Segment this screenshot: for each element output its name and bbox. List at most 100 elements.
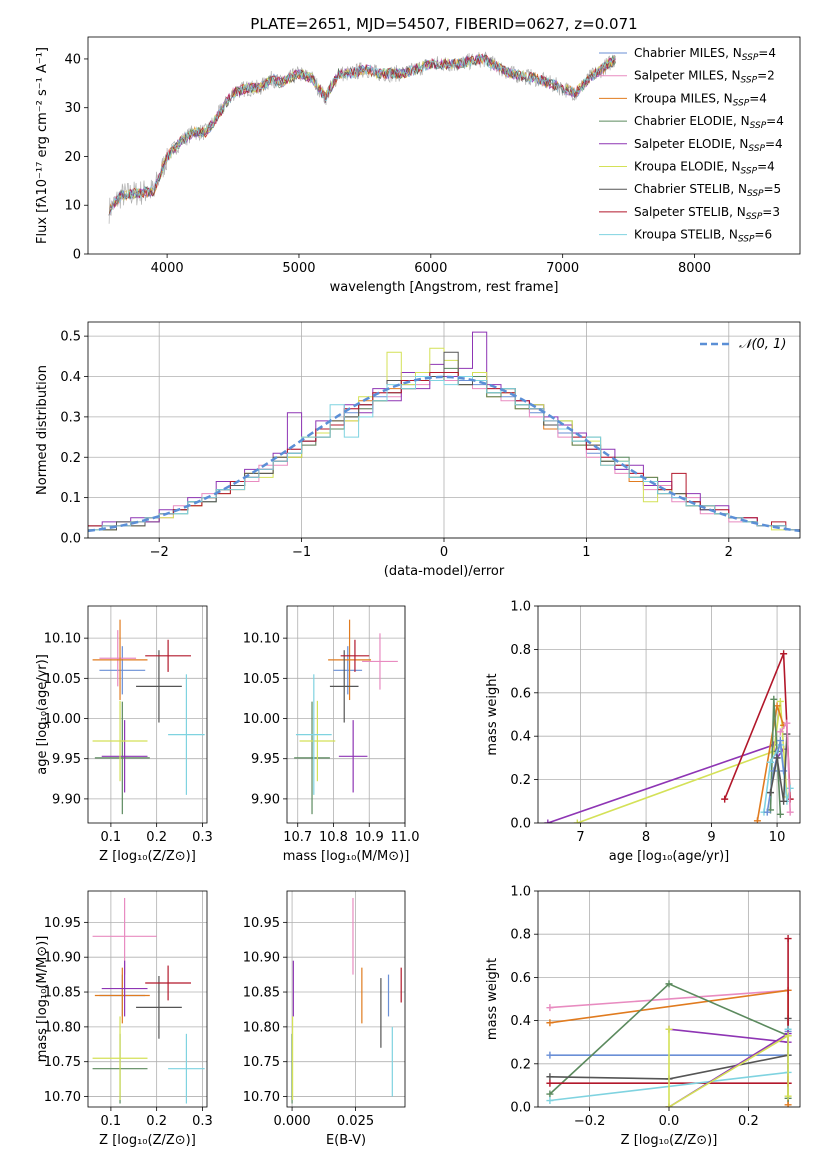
y-tick-label: 10 xyxy=(64,199,81,214)
x-tick-label: −0.2 xyxy=(574,1114,606,1129)
errorbar-point xyxy=(168,1033,205,1104)
y-tick-label: 10.10 xyxy=(243,632,280,647)
panel-mass-weight-vs-age: 7 8 9 10 0.0 0.2 0.4 0.6 0.8 1.0 age [log₁₀(age/yr… xyxy=(485,600,801,864)
plot-area xyxy=(92,897,205,1104)
x-tick-label: 0.1 xyxy=(101,1114,122,1129)
legend-entry: Kroupa ELODIE, NSSP=4 xyxy=(634,160,775,177)
plus-marker xyxy=(780,767,788,775)
errorbar-point xyxy=(168,674,205,795)
x-tick-label: 0.0 xyxy=(659,1114,680,1129)
weight-line xyxy=(577,701,788,823)
legend-entry: Kroupa STELIB, NSSP=6 xyxy=(634,228,772,245)
y-tick-label: 10.95 xyxy=(243,916,280,931)
errorbar-point xyxy=(101,960,148,1017)
weight-line xyxy=(769,699,782,815)
y-tick-label: 30 xyxy=(64,101,81,116)
y-tick-label: 10.95 xyxy=(44,916,81,931)
errorbar-point xyxy=(94,967,150,1024)
errorbar-point xyxy=(99,630,137,687)
errorbar-point xyxy=(328,619,372,701)
y-tick-label: 0.6 xyxy=(510,686,531,701)
panel-mass-vs-ebv: 0.000 0.025 10.70 10.75 10.80 10.85 10.90 10.95… xyxy=(243,890,406,1148)
errorbar-point xyxy=(329,650,359,723)
x-tick-label: 9 xyxy=(707,830,715,845)
gaussian-legend-label: 𝒩(0, 1) xyxy=(739,337,786,352)
y-tick-label: 10.10 xyxy=(44,632,81,647)
y-tick-label: 10.75 xyxy=(44,1055,81,1070)
plus-marker xyxy=(721,795,729,803)
plus-marker xyxy=(753,817,761,823)
plus-marker xyxy=(665,980,673,988)
legend-entry: Chabrier ELODIE, NSSP=4 xyxy=(634,114,784,131)
legend-entry: Salpeter MILES, NSSP=2 xyxy=(634,69,775,86)
model-spectrum xyxy=(108,53,616,216)
x-tick-label: 0.2 xyxy=(146,830,167,845)
plus-marker xyxy=(546,1019,554,1027)
y-tick-label: 9.90 xyxy=(52,792,81,807)
x-tick-label: 0.2 xyxy=(146,1114,167,1129)
weight-line xyxy=(668,1028,789,1107)
x-tick-label: −1 xyxy=(292,545,311,560)
x-tick-label: 1 xyxy=(582,545,590,560)
y-tick-label: 0 xyxy=(73,248,81,263)
panel-mass-vs-Z: 0.1 0.2 0.3 10.70 10.75 10.80 10.85 10.90 10.95 Z… xyxy=(35,890,213,1148)
plus-marker xyxy=(773,754,781,762)
plus-marker xyxy=(546,1097,554,1105)
y-tick-label: 0.6 xyxy=(510,971,531,986)
x-tick-label: 10.9 xyxy=(355,830,384,845)
errorbar-point xyxy=(92,700,148,782)
x-tick-label: 7 xyxy=(576,830,584,845)
panel-age-vs-Z: 0.1 0.2 0.3 9.90 9.95 10.00 10.05 10.10 Z [log₁₀… xyxy=(35,605,213,864)
y-tick-label: 10.90 xyxy=(44,951,81,966)
figure-title: PLATE=2651, MJD=54507, FIBERID=0627, z=0… xyxy=(250,15,637,33)
y-tick-label: 10.00 xyxy=(44,712,81,727)
x-tick-label: 4000 xyxy=(151,261,184,276)
plus-marker xyxy=(763,808,771,816)
plus-marker xyxy=(546,1051,554,1059)
plus-marker xyxy=(776,697,784,705)
axes-frame xyxy=(87,321,801,539)
plus-marker xyxy=(546,1090,554,1098)
legend-entry: Chabrier STELIB, NSSP=5 xyxy=(634,182,781,199)
x-tick-label: −2 xyxy=(150,545,169,560)
weight-line xyxy=(547,743,785,823)
axes-frame xyxy=(537,890,801,1108)
y-tick-label: 0.1 xyxy=(60,491,81,506)
errorbar-point xyxy=(340,639,370,672)
plus-marker xyxy=(776,737,784,745)
errorbar-point xyxy=(299,700,336,782)
y-tick-label: 0.0 xyxy=(60,532,81,547)
plot-area xyxy=(294,619,398,815)
x-tick-label: 2 xyxy=(725,545,733,560)
errorbar-point xyxy=(99,646,146,695)
y-tick-label: 0.4 xyxy=(510,730,531,745)
y-tick-label: 10.70 xyxy=(243,1090,280,1105)
plot-area xyxy=(544,650,794,823)
y-tick-label: 1.0 xyxy=(510,600,531,615)
x-axis-label: (data-model)/error xyxy=(384,564,505,579)
axes-frame xyxy=(87,605,208,824)
errorbar-point xyxy=(145,965,191,1001)
plus-marker xyxy=(770,695,778,703)
x-tick-label: 8000 xyxy=(678,261,711,276)
panels-group: 4000 5000 6000 7000 8000010203040wavelength … xyxy=(35,36,801,1148)
axes-frame xyxy=(286,605,406,824)
x-axis-label: Z [log₁₀(Z/Z⊙)] xyxy=(99,1133,196,1148)
x-tick-label: 10 xyxy=(769,830,786,845)
y-tick-label: 40 xyxy=(64,52,81,67)
errorbar-point xyxy=(295,674,332,795)
plus-marker xyxy=(776,728,784,736)
plot-area xyxy=(108,51,616,224)
y-tick-label: 10.90 xyxy=(243,951,280,966)
plus-marker xyxy=(780,650,788,658)
panel-age-vs-mass: 10.7 10.8 10.9 11.0 9.90 9.95 10.00 10.05 10.10 m… xyxy=(243,605,419,864)
plus-marker xyxy=(573,819,581,823)
y-tick-label: 0.0 xyxy=(510,817,531,832)
plus-marker xyxy=(784,1101,792,1107)
y-tick-label: 0.8 xyxy=(510,643,531,658)
legend-entry: Salpeter STELIB, NSSP=3 xyxy=(634,205,780,222)
errorbar-point xyxy=(92,619,148,701)
errorbar-point xyxy=(145,639,191,672)
y-tick-label: 9.95 xyxy=(251,752,280,767)
